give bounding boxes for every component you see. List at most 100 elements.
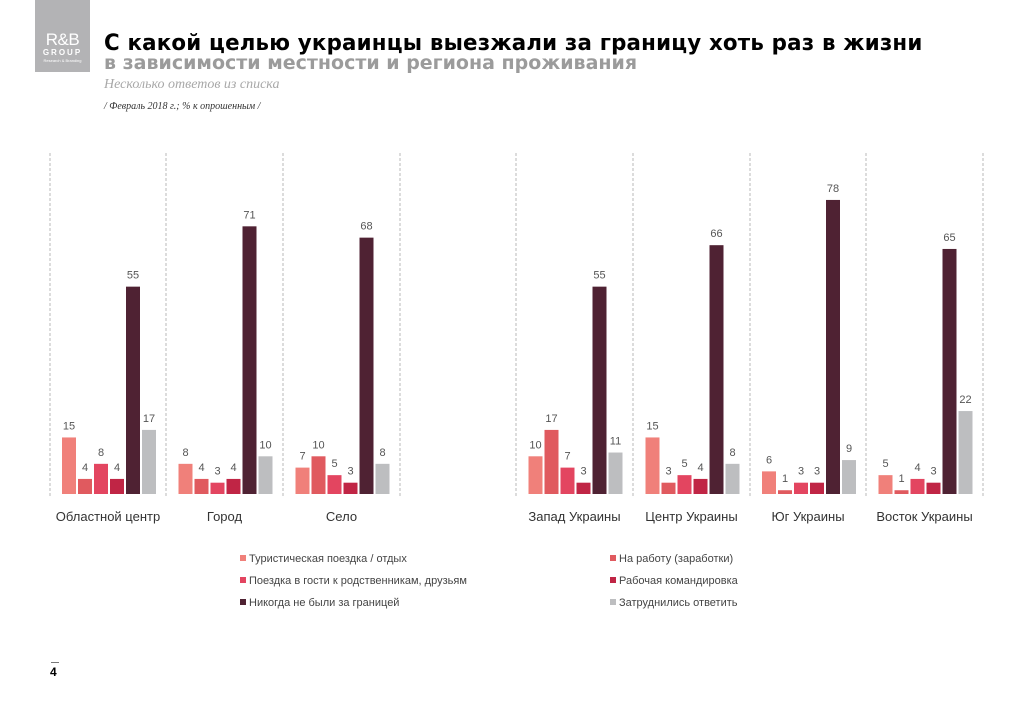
legend-label: Никогда не были за границей [249,597,400,609]
legend-swatch [240,555,246,561]
category-label: Областной центр [56,509,160,524]
bar [178,463,193,494]
legend-swatch [610,577,616,583]
bar [709,245,724,494]
legend-swatch [610,555,616,561]
bar-value-label: 6 [766,454,772,466]
bar-value-label: 3 [580,466,586,478]
bar [142,429,156,494]
bar [778,490,792,494]
bar-value-label: 68 [360,221,372,233]
bar-value-label: 4 [697,462,703,474]
bar [878,475,893,494]
bar-value-label: 71 [243,209,255,221]
logo-text: R&B [45,30,80,49]
category-label: Восток Украины [876,509,972,524]
bar [194,478,209,494]
bar [311,456,326,494]
bar [544,429,559,494]
bar [894,490,909,494]
bar-value-label: 17 [545,413,557,425]
bar-value-label: 3 [665,466,671,478]
bar [327,475,342,494]
bar [343,482,358,494]
bar [794,482,808,494]
category-label: Юг Украины [771,509,844,524]
bar-value-label: 55 [127,270,139,282]
bar [110,478,124,494]
bar-value-label: 5 [331,458,337,470]
bar-value-label: 9 [846,443,852,455]
bar [576,482,591,494]
bar [725,463,740,494]
page-subtitle: в зависимости местности и региона прожив… [104,52,638,74]
bar [560,467,575,494]
legend-label: На работу (заработки) [619,553,734,565]
bar-value-label: 4 [198,462,204,474]
bar [528,456,543,494]
legend-item: Затруднились ответить [610,597,738,609]
bar-value-label: 10 [259,439,271,451]
bar-value-label: 8 [729,447,735,459]
bar-value-label: 7 [564,451,570,463]
bar-value-label: 4 [230,462,236,474]
bar-value-label: 3 [814,466,820,478]
source-note: / Февраль 2018 г.; % к опрошенным / [104,101,261,112]
bar [661,482,676,494]
bar-value-label: 4 [914,462,920,474]
bar-value-label: 3 [214,466,220,478]
bar-value-label: 10 [529,439,541,451]
company-logo: R&B GROUP Research & Branding [35,0,90,72]
legend-label: Поездка в гости к родственникам, друзьям [249,575,467,587]
bar-value-label: 8 [182,447,188,459]
bar [842,460,856,494]
bar [295,467,310,494]
category-label: Запад Украины [528,509,620,524]
bar-value-label: 3 [930,466,936,478]
bar-value-label: 15 [63,420,75,432]
legend-item: Поездка в гости к родственникам, друзьям [240,575,467,587]
bar [926,482,941,494]
bar [677,475,692,494]
legend-label: Рабочая командировка [619,575,738,587]
bar-value-label: 8 [379,447,385,459]
bar-value-label: 5 [681,458,687,470]
bar [958,411,973,494]
legend-swatch [610,599,616,605]
bar-value-label: 1 [898,473,904,485]
bar [94,463,108,494]
bar-value-label: 4 [114,462,120,474]
bar [608,452,623,494]
bar [226,478,241,494]
bar-value-label: 3 [347,466,353,478]
bar-value-label: 5 [882,458,888,470]
bar-value-label: 15 [646,420,658,432]
bar-value-label: 66 [710,228,722,240]
bar [645,437,660,494]
page-number: 4 [50,662,59,679]
bar [78,478,92,494]
category-label: Село [326,509,357,524]
bar-value-label: 65 [943,232,955,244]
logo-group-text: GROUP [42,48,83,57]
page-title: С какой целью украинцы выезжали за грани… [104,31,923,56]
bar-value-label: 17 [143,413,155,425]
legend-label: Затруднились ответить [619,597,738,609]
bar [210,482,225,494]
legend-label: Туристическая поездка / отдых [249,553,407,565]
bar [359,237,374,494]
legend-swatch [240,599,246,605]
bar [62,437,76,494]
legend-item: Туристическая поездка / отдых [240,553,407,565]
bar [242,226,257,494]
bar [910,478,925,494]
bar [375,463,390,494]
bar [592,286,607,494]
bar-value-label: 3 [798,466,804,478]
legend-item: Рабочая командировка [610,575,738,587]
bar [810,482,824,494]
category-label: Центр Украины [645,509,737,524]
bar [126,286,140,494]
bar-value-label: 8 [98,447,104,459]
